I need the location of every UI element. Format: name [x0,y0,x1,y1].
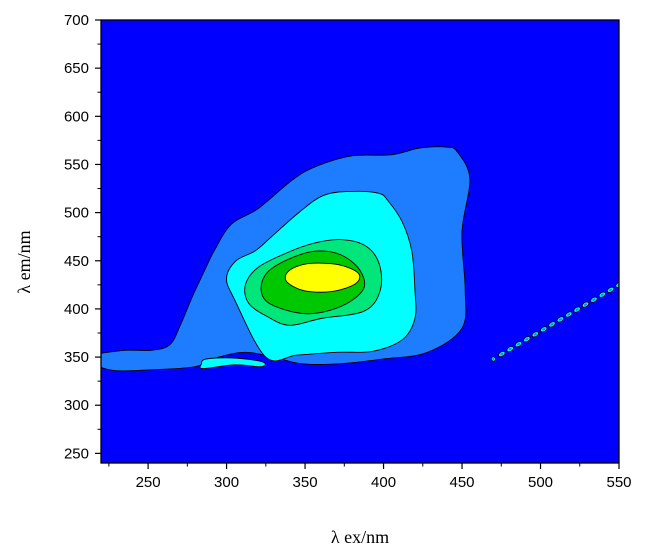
scatter-ring-core [600,293,604,296]
scatter-ring-core [584,303,587,306]
scatter-ring-core [609,288,613,291]
x-axis-label: λ ex/nm [331,527,389,547]
y-tick-label: 350 [64,349,89,366]
contour-level-5 [284,262,361,293]
y-tick-label: 700 [64,12,89,29]
scatter-ring-core [617,283,619,286]
y-tick-label: 500 [64,205,89,222]
scatter-ring [615,281,619,288]
x-tick-label: 400 [371,474,396,491]
x-tick-label: 350 [293,474,318,491]
scatter-ring-core [550,323,554,326]
y-tick-label: 450 [64,253,89,270]
y-tick-label: 400 [64,301,89,318]
scatter-ring-core [500,352,504,356]
scatter-ring-core [542,328,546,331]
scatter-ring-core [525,338,529,341]
scatter-ring-core [508,347,512,351]
y-tick-label: 550 [64,156,89,173]
y-axis-label: λ em/nm [14,230,34,293]
y-tick-label: 300 [64,397,89,414]
scatter-ring-core [575,308,579,311]
scatter-ring-core [592,298,596,301]
x-tick-label: 450 [450,474,475,491]
y-tick-label: 250 [64,445,89,462]
y-tick-label: 650 [64,60,89,77]
scatter-ring-core [517,343,520,346]
x-tick-label: 300 [214,474,239,491]
x-tick-label: 500 [528,474,553,491]
scatter-ring-core [492,358,495,360]
scatter-ring-core [558,318,562,321]
x-tick-label: 550 [606,474,631,491]
scatter-ring-core [533,333,537,336]
x-tick-label: 250 [136,474,161,491]
contour-level-2 [199,357,266,370]
plot-frame [100,19,620,464]
y-tick-label: 600 [64,108,89,125]
scatter-ring-core [567,313,571,316]
